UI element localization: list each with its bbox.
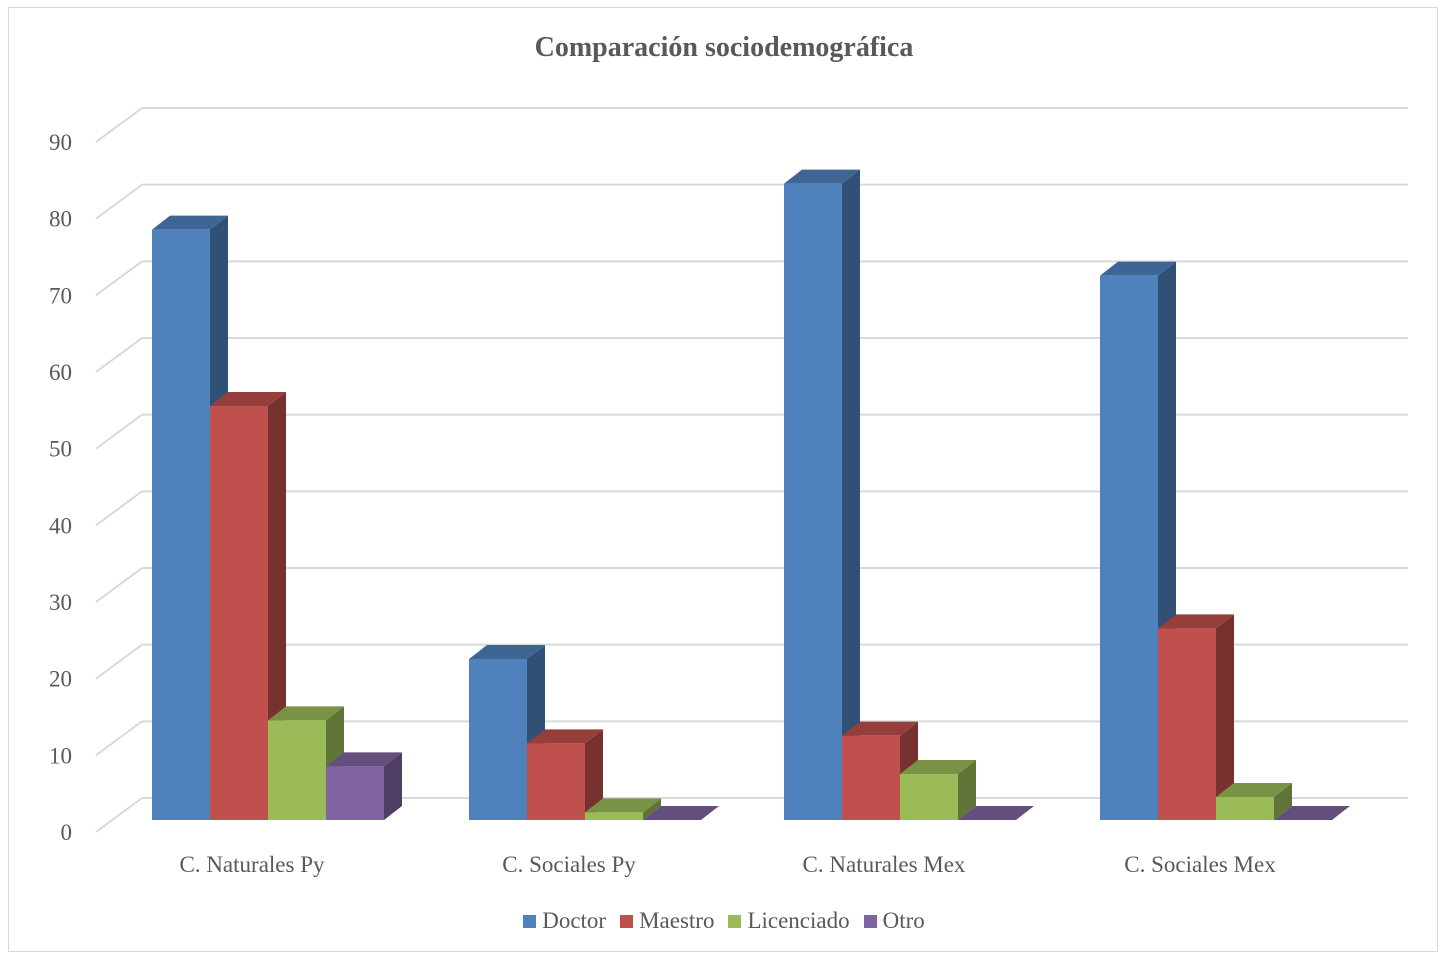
bar-top xyxy=(643,806,719,820)
gridline-diagonal xyxy=(95,413,143,450)
bar-top xyxy=(1216,783,1292,797)
legend-item: Maestro xyxy=(620,908,714,934)
y-tick-label: 60 xyxy=(49,360,72,385)
bar-top xyxy=(326,752,402,767)
legend-swatch xyxy=(523,914,537,928)
gridline-diagonal xyxy=(95,183,143,220)
x-tick-label: C. Naturales Mex xyxy=(803,852,966,877)
legend-swatch xyxy=(728,914,742,928)
bar xyxy=(784,183,842,820)
bar-side xyxy=(585,729,603,820)
legend-item: Licenciado xyxy=(728,908,850,934)
x-tick-label: C. Sociales Mex xyxy=(1124,852,1276,877)
bar-top xyxy=(152,215,228,230)
bar xyxy=(842,735,900,820)
gridline-diagonal xyxy=(95,567,143,603)
legend-label: Otro xyxy=(882,908,925,933)
gridline-diagonal xyxy=(95,490,143,527)
bar-top xyxy=(958,806,1034,820)
gridline-diagonal xyxy=(95,260,143,297)
y-tick-label: 50 xyxy=(49,437,72,462)
y-tick-label: 10 xyxy=(49,743,72,768)
bar xyxy=(1216,797,1274,820)
y-tick-label: 30 xyxy=(49,590,72,615)
bar-top xyxy=(585,798,661,813)
bar-side xyxy=(1274,783,1292,820)
bar xyxy=(210,406,268,820)
gridline-diagonal xyxy=(95,337,143,373)
chart-legend: Doctor Maestro Licenciado Otro xyxy=(0,908,1448,934)
x-tick-label: C. Naturales Py xyxy=(179,852,325,877)
bar-side xyxy=(958,760,976,820)
legend-label: Licenciado xyxy=(747,908,850,933)
y-tick-label: 80 xyxy=(49,207,72,232)
bar-top xyxy=(1100,261,1176,276)
bar xyxy=(268,720,326,820)
gridline-diagonal xyxy=(95,107,143,143)
legend-item: Otro xyxy=(863,908,925,934)
y-tick-label: 20 xyxy=(49,667,72,692)
bar xyxy=(152,229,210,820)
x-tick-label: C. Sociales Py xyxy=(502,852,636,877)
bar xyxy=(527,743,585,820)
bar-top xyxy=(784,169,860,184)
chart-title: Comparación sociodemográfica xyxy=(534,32,914,63)
y-tick-label: 90 xyxy=(49,130,72,155)
y-tick-label: 70 xyxy=(49,283,72,308)
bar-top xyxy=(1158,614,1234,629)
bar xyxy=(469,659,527,820)
bar-side xyxy=(384,752,402,820)
y-tick-label: 40 xyxy=(49,513,72,538)
bar-top xyxy=(842,721,918,736)
legend-item: Doctor xyxy=(523,908,606,934)
bar-side xyxy=(842,169,860,820)
legend-swatch xyxy=(620,914,634,928)
bar-top xyxy=(210,392,286,406)
bar-top xyxy=(527,729,603,744)
legend-label: Maestro xyxy=(639,908,715,933)
bar-top xyxy=(268,706,344,721)
bar-side xyxy=(643,798,661,820)
bar xyxy=(1158,628,1216,820)
bar xyxy=(900,774,958,820)
legend-label: Doctor xyxy=(542,908,607,933)
bar-side xyxy=(1216,614,1234,820)
bar-top xyxy=(900,760,976,774)
gridline-diagonal xyxy=(95,643,143,680)
gridline-diagonal xyxy=(95,720,143,757)
y-tick-label: 0 xyxy=(61,820,73,845)
bar-top xyxy=(469,645,545,659)
gridline-diagonal xyxy=(95,797,143,833)
bar xyxy=(585,812,643,820)
bar-top xyxy=(1274,806,1350,820)
bar xyxy=(326,766,384,820)
bar xyxy=(1100,275,1158,821)
legend-swatch xyxy=(863,914,877,928)
